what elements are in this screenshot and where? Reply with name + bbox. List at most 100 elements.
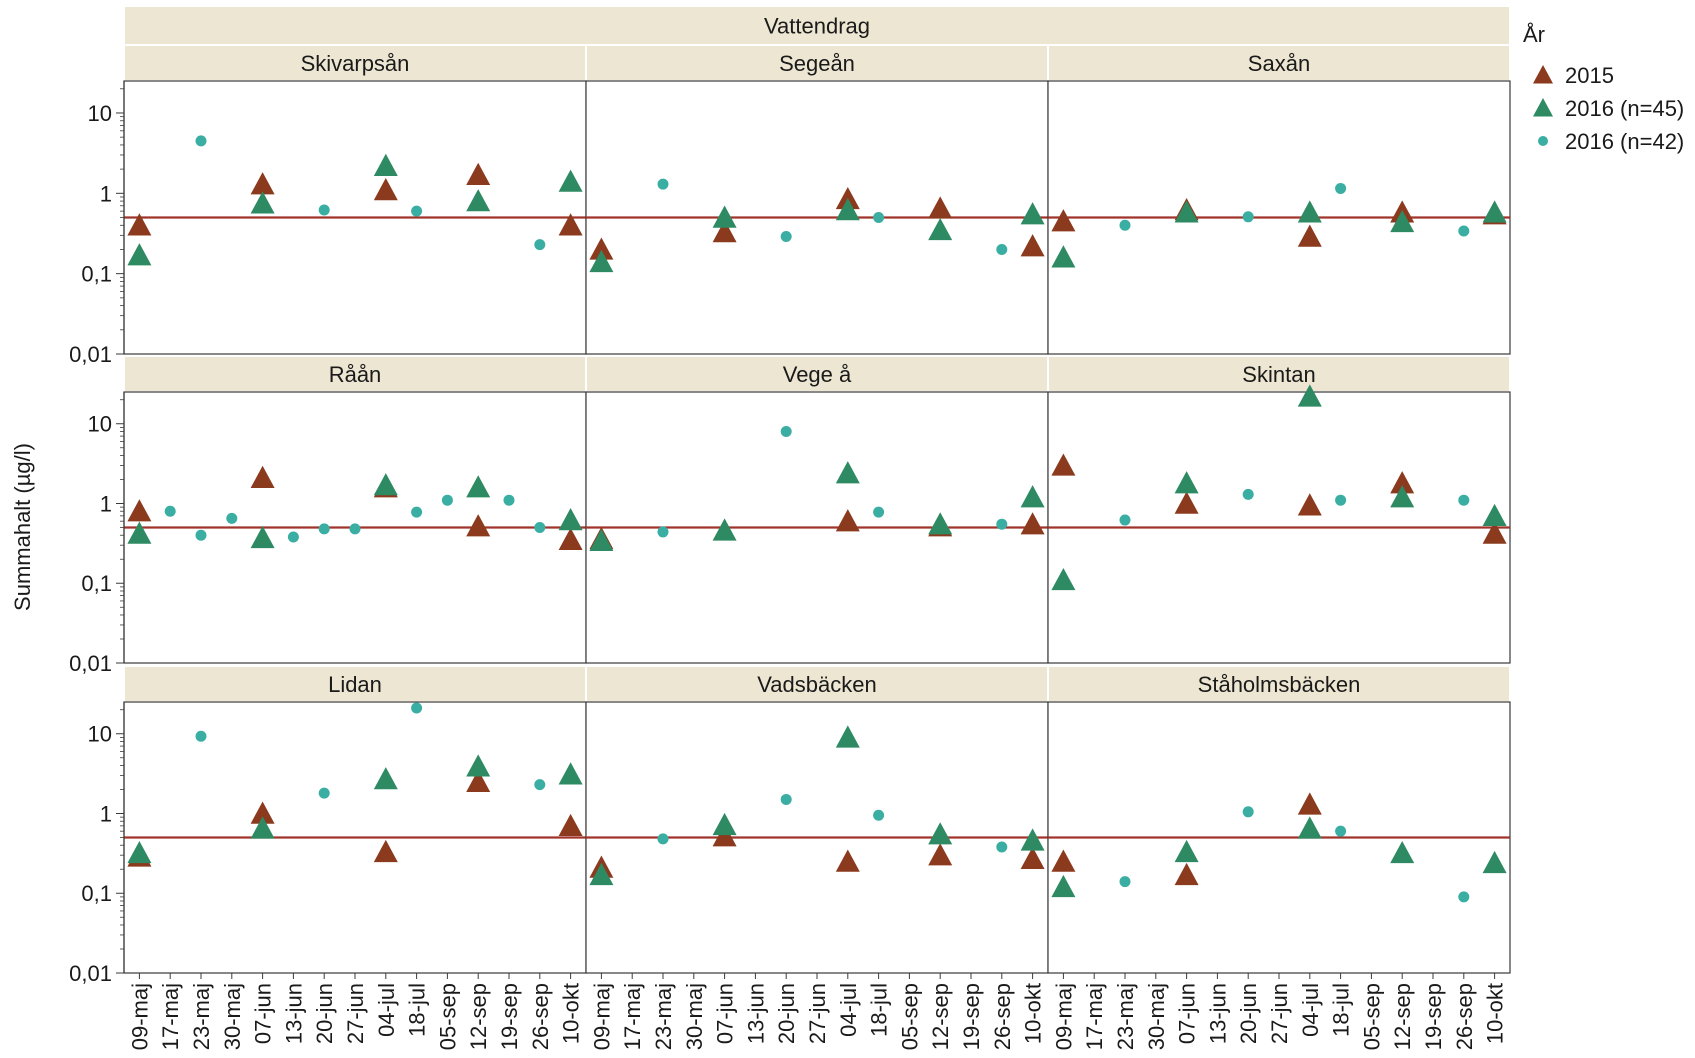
point-s2016a-lidan-09-maj [127,840,152,864]
panel-title-skivarpsan: Skivarpsån [301,51,410,76]
panel-title-saxan: Saxån [1248,51,1310,76]
x-tick-label: 20-jun [312,983,337,1044]
point-s2016a-vege-a-07-jun [712,518,737,541]
point-s2015-skivarpsan-04-jul [373,177,398,201]
point-s2016b-vadsbacken-20-jun [780,793,792,805]
y-tick-label: 10 [88,101,112,126]
point-s2016a-segean-04-jul [835,197,860,221]
point-s2016a-skivarpsan-12-sep [466,189,491,212]
point-s2016a-vadsbacken-10-okt [1020,828,1045,851]
point-s2015-skintan-09-maj [1051,453,1076,476]
point-s2015-lidan-10-okt [558,813,583,837]
point-s2016a-lidan-10-okt [558,762,583,785]
point-s2016b-raan-13-jun [287,531,299,543]
x-tick-label: 05-sep [435,983,460,1050]
point-s2016b-skintan-18-jul [1335,494,1347,506]
point-s2016a-staholmsbacken-09-maj [1051,874,1076,898]
point-s2015-skivarpsan-12-sep [466,162,491,185]
point-s2015-staholmsbacken-04-jul [1297,792,1322,815]
point-s2015-lidan-07-jun [250,801,275,824]
point-s2016b-skintan-20-jun [1242,488,1254,500]
point-s2016b-staholmsbacken-20-jun [1242,806,1254,818]
y-tick-label: 10 [88,412,112,437]
point-s2015-skivarpsan-07-jun [250,172,275,195]
x-tick-label: 09-maj [127,983,152,1050]
point-s2016a-skintan-12-sep [1390,485,1415,508]
x-tick-label: 26-sep [990,983,1015,1050]
x-tick-label: 05-sep [1359,983,1384,1050]
point-s2016a-staholmsbacken-07-jun [1174,839,1199,863]
x-tick-label: 13-jun [281,983,306,1044]
strips-layer: Vattendrag Skivarpsån Segeån Saxån Råån Vege … [123,5,1511,703]
x-tick-label: 19-sep [1421,983,1446,1050]
y-axis-label: Summahalt (µg/l) [10,443,35,611]
point-s2016a-saxan-07-jun [1174,200,1199,223]
point-s2016b-segean-26-sep [996,243,1008,255]
y-tick-label: 10 [88,722,112,747]
x-tick-label: 12-sep [466,983,491,1050]
x-tick-label: 07-jun [1175,983,1200,1044]
point-s2015-segean-12-sep [928,196,953,219]
point-s2015-skintan-12-sep [1390,471,1415,494]
point-s2016a-skintan-07-jun [1174,471,1199,494]
x-tick-label: 10-okt [1021,983,1046,1044]
x-tick-label: 17-maj [1082,983,1107,1050]
point-s2016b-lidan-18-jul [411,702,423,714]
point-s2016b-raan-23-maj [195,529,207,541]
point-s2016a-raan-09-maj [127,521,152,544]
point-s2015-segean-09-maj [589,237,614,260]
point-s2016a-raan-10-okt [558,508,583,531]
point-s2016b-vege-a-18-jul [873,506,885,518]
point-s2016a-lidan-07-jun [250,816,275,839]
point-s2016b-saxan-23-maj [1119,219,1131,231]
x-tick-label: 19-sep [497,983,522,1050]
x-tick-label: 07-jun [713,983,738,1044]
x-tick-label: 19-sep [959,983,984,1050]
point-s2016b-skivarpsan-23-maj [195,135,207,147]
y-tick-label: 1 [100,181,112,206]
x-tick-label: 09-maj [1051,983,1076,1050]
point-s2015-skintan-07-jun [1174,491,1199,514]
point-s2016a-vege-a-12-sep [928,512,953,535]
x-tick-label: 09-maj [589,983,614,1050]
point-s2016a-raan-12-sep [466,475,491,498]
point-s2016b-staholmsbacken-26-sep [1458,891,1470,903]
panel-strip-skintan [1047,355,1511,393]
point-s2016a-vadsbacken-07-jun [712,812,737,836]
x-tick-label: 05-sep [897,983,922,1050]
point-s2016b-raan-05-sep [441,494,453,506]
point-s2016a-staholmsbacken-04-jul [1297,816,1322,839]
point-s2016a-staholmsbacken-12-sep [1390,840,1415,864]
point-s2016a-saxan-04-jul [1297,200,1322,223]
point-s2016b-vadsbacken-26-sep [996,841,1008,853]
y-tick-label: 0,01 [69,651,112,676]
point-s2016a-segean-12-sep [928,217,953,241]
point-s2015-lidan-12-sep [466,769,491,792]
panel-title-staholmsbacken: Ståholmsbäcken [1198,672,1361,697]
point-s2016b-saxan-18-jul [1335,182,1347,194]
point-s2016b-raan-18-jul [411,506,423,518]
x-tick-label: 17-maj [158,983,183,1050]
point-s2015-skivarpsan-09-maj [127,213,152,236]
x-tick-label: 26-sep [1452,983,1477,1050]
point-s2016b-vadsbacken-18-jul [873,809,885,821]
point-s2015-saxan-04-jul [1297,224,1322,247]
panel-title-raan: Råån [329,362,382,387]
point-s2016a-vege-a-04-jul [835,461,860,484]
point-s2016a-segean-07-jun [712,205,737,228]
point-s2016b-skivarpsan-18-jul [411,205,423,217]
x-tick-label: 27-jun [1267,983,1292,1044]
point-s2016b-raan-26-sep [534,522,546,533]
point-s2016a-segean-09-maj [589,249,614,273]
point-s2016b-staholmsbacken-18-jul [1335,825,1347,837]
y-tick-label: 0,1 [81,881,112,906]
x-tick-label: 20-jun [774,983,799,1044]
point-s2015-saxan-09-maj [1051,209,1076,232]
point-s2016b-raan-17-maj [164,505,176,517]
point-s2016a-skintan-04-jul [1297,384,1322,407]
x-tick-label: 04-jul [374,983,399,1037]
point-s2015-vadsbacken-04-jul [835,849,860,872]
point-s2015-raan-12-sep [466,514,491,537]
x-tick-label: 27-jun [343,983,368,1044]
legend-layer: År 2015 2016 (n=45) 2016 (n=42) [1523,22,1684,154]
